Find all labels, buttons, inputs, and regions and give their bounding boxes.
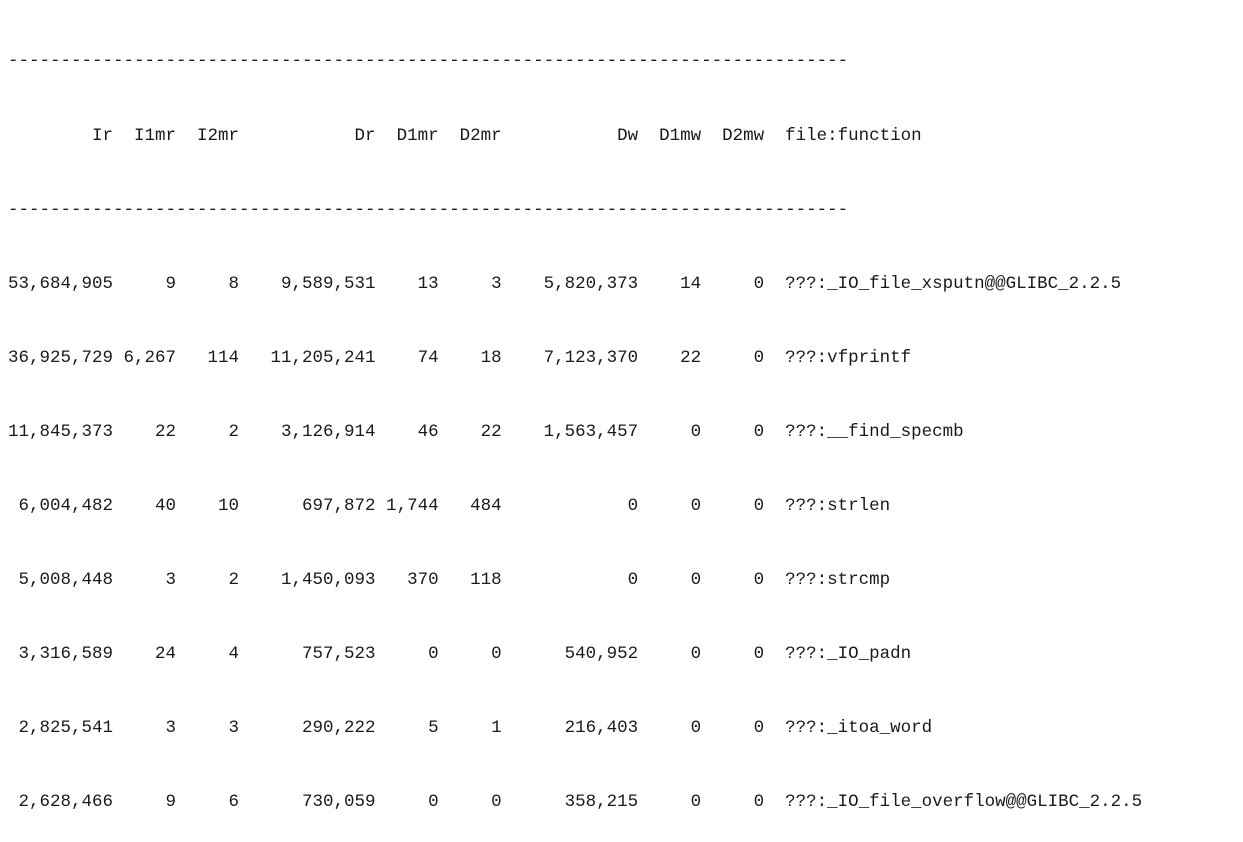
table-row: 6,004,482 40 10 697,872 1,744 484 0 0 0 … bbox=[8, 495, 891, 516]
table-row: 11,845,373 22 2 3,126,914 46 22 1,563,45… bbox=[8, 421, 964, 442]
table-row: 2,628,466 9 6 730,059 0 0 358,215 0 0 ??… bbox=[8, 792, 1143, 813]
table-row: 36,925,729 6,267 114 11,205,241 74 18 7,… bbox=[8, 347, 912, 368]
column-header: Ir I1mr I2mr Dr D1mr D2mr Dw D1mw D2mw f… bbox=[8, 125, 922, 146]
separator-top: ----------------------------------------… bbox=[8, 51, 849, 72]
callgrind-output: ----------------------------------------… bbox=[8, 0, 1142, 842]
separator-bottom: ----------------------------------------… bbox=[8, 199, 849, 220]
table-row: 3,316,589 24 4 757,523 0 0 540,952 0 0 ?… bbox=[8, 644, 912, 665]
table-row: 5,008,448 3 2 1,450,093 370 118 0 0 0 ??… bbox=[8, 570, 891, 591]
table-row: 53,684,905 9 8 9,589,531 13 3 5,820,373 … bbox=[8, 273, 1122, 294]
table-row: 2,825,541 3 3 290,222 5 1 216,403 0 0 ??… bbox=[8, 718, 933, 739]
